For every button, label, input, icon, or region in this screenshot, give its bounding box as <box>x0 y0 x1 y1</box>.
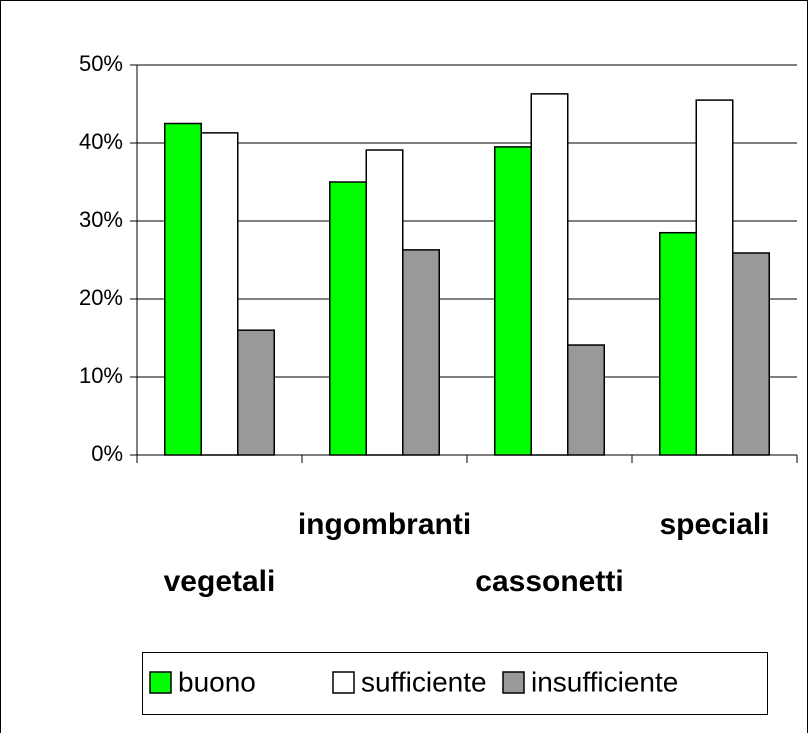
x-tick-label: ingombranti <box>298 508 471 541</box>
x-tick-label: cassonetti <box>475 565 623 598</box>
legend-swatch <box>149 671 172 694</box>
legend-label: sufficiente <box>361 666 487 697</box>
bar <box>659 231 697 456</box>
bar <box>402 249 440 456</box>
y-tick-label: 40% <box>79 129 123 154</box>
x-tick-label: speciali <box>659 508 769 541</box>
y-tick-label: 30% <box>79 207 123 232</box>
bar <box>237 329 275 456</box>
bar <box>365 149 404 456</box>
legend-box <box>142 652 768 715</box>
bar <box>530 93 569 456</box>
bar <box>732 252 770 456</box>
y-tick-label: 0% <box>91 441 123 466</box>
bar <box>200 132 239 456</box>
x-tick-label: vegetali <box>164 565 276 598</box>
bar <box>567 344 605 456</box>
bar <box>494 146 532 456</box>
bar <box>695 99 734 456</box>
y-tick-label: 50% <box>79 51 123 76</box>
legend-swatch <box>502 671 525 694</box>
bar <box>164 122 202 456</box>
y-tick-label: 20% <box>79 285 123 310</box>
y-tick-label: 10% <box>79 363 123 388</box>
legend-label: buono <box>178 666 256 697</box>
bar <box>329 181 367 456</box>
legend-label: insufficiente <box>531 666 678 697</box>
legend-swatch <box>332 671 355 694</box>
